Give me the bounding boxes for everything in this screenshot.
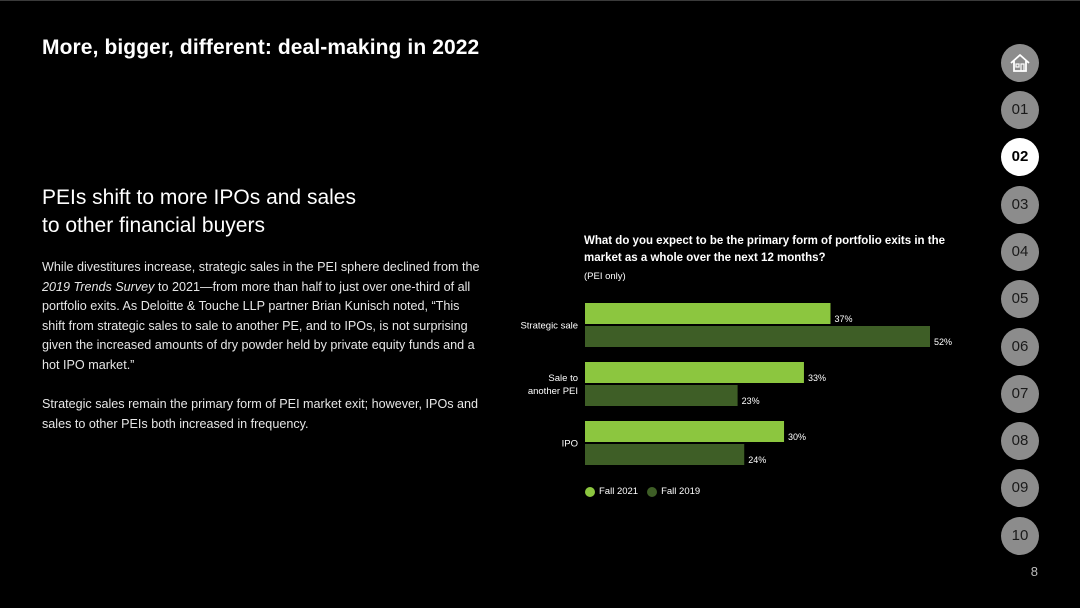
chart-title: What do you expect to be the primary for… <box>584 235 945 264</box>
subtitle-line-2: to other financial buyers <box>42 214 265 237</box>
paragraph-2: Strategic sales remain the primary form … <box>42 397 479 431</box>
page-number: 8 <box>1030 564 1038 579</box>
nav-button-01[interactable]: 01 <box>1001 91 1039 129</box>
category-label-sale-to-another-pei: Sale to another PEI <box>528 373 578 397</box>
data-label-sale-to-another-pei-fall-2019: 23% <box>742 396 760 406</box>
nav-button-06[interactable]: 06 <box>1001 327 1039 366</box>
top-divider <box>0 0 1080 1</box>
legend-item-fall-2021: Fall 2021 <box>585 486 638 497</box>
survey-name: 2019 Trends Survey <box>42 279 155 294</box>
bar-ipo-fall-2021 <box>585 421 785 442</box>
data-label-strategic-sale-fall-2021: 37% <box>834 314 852 324</box>
nav-button-03[interactable]: 03 <box>1001 185 1039 224</box>
category-label-ipo: IPO <box>562 439 578 450</box>
data-label-sale-to-another-pei-fall-2021: 33% <box>808 373 826 383</box>
nav-button-05[interactable]: 05 <box>1001 280 1039 319</box>
chart-subtitle: (PEI only) <box>584 271 626 282</box>
category-label-line: IPO <box>562 439 578 450</box>
subtitle-line-1: PEIs shift to more IPOs and sales <box>42 186 356 209</box>
home-icon <box>1010 54 1030 72</box>
legend-label-fall-2021: Fall 2021 <box>599 486 639 497</box>
data-label-ipo-fall-2019: 24% <box>748 455 766 465</box>
nav-button-08[interactable]: 08 <box>1001 422 1039 461</box>
section-subtitle: PEIs shift to more IPOs and sales to oth… <box>42 184 462 240</box>
paragraph-1-part-b: to 2021—from more than half to just over… <box>42 279 475 372</box>
legend-swatch-fall-2021 <box>585 486 595 497</box>
chart-legend: Fall 2021 Fall 2019 <box>585 486 709 497</box>
category-label-line: Strategic sale <box>520 321 578 332</box>
bar-strategic-sale-fall-2021 <box>585 303 831 324</box>
bar-sale-to-another-pei-fall-2021 <box>585 362 804 383</box>
page-title: More, bigger, different: deal-making in … <box>42 36 480 59</box>
legend-label-fall-2019: Fall 2019 <box>661 486 701 497</box>
nav-button-09[interactable]: 09 <box>1001 469 1039 508</box>
bar-sale-to-another-pei-fall-2019 <box>585 385 738 406</box>
nav-button-02[interactable]: 02 <box>1001 138 1039 177</box>
category-label-line: Sale to <box>548 373 578 384</box>
legend-swatch-fall-2019 <box>647 486 658 497</box>
legend-item-fall-2019: Fall 2019 <box>647 486 700 497</box>
home-button[interactable] <box>1001 44 1039 82</box>
bar-chart: Strategic sale 37% 52% Sale to another PEI 33… <box>520 303 952 465</box>
category-label-strategic-sale: Strategic sale <box>520 321 578 332</box>
data-label-ipo-fall-2021: 30% <box>788 432 806 442</box>
data-label-strategic-sale-fall-2019: 52% <box>934 337 952 347</box>
bar-ipo-fall-2019 <box>585 444 745 465</box>
nav-button-07[interactable]: 07 <box>1001 374 1039 413</box>
paragraph-1-part-a: While divestitures increase, strategic s… <box>42 260 480 274</box>
paragraph-1: While divestitures increase, strategic s… <box>42 258 482 375</box>
nav-button-10[interactable]: 10 <box>1001 516 1039 555</box>
body-text: While divestitures increase, strategic s… <box>42 258 482 454</box>
bar-strategic-sale-fall-2019 <box>585 326 930 347</box>
nav-button-04[interactable]: 04 <box>1001 232 1039 271</box>
category-label-line: another PEI <box>528 386 578 397</box>
